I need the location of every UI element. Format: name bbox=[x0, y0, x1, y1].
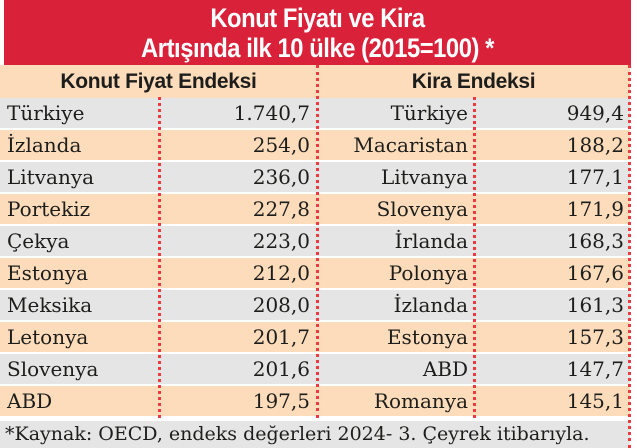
table-row: Portekiz 227,8 Slovenya 171,9 bbox=[0, 194, 630, 224]
price-value: 201,6 bbox=[252, 357, 310, 381]
rent-value: 188,2 bbox=[566, 133, 624, 157]
rent-country: Macaristan bbox=[353, 133, 468, 157]
price-value: 223,0 bbox=[252, 229, 310, 253]
column-header-row: Konut Fiyat Endeksi Kira Endeksi bbox=[0, 65, 630, 98]
title-line-1: Konut Fiyatı ve Kira bbox=[210, 3, 425, 33]
rent-value: 161,3 bbox=[566, 293, 624, 317]
price-value: 227,8 bbox=[252, 197, 310, 221]
rent-value: 177,1 bbox=[566, 165, 624, 189]
table-right-border bbox=[628, 65, 631, 448]
right-table-header: Kira Endeksi bbox=[411, 70, 536, 93]
table-row: İzlanda 254,0 Macaristan 188,2 bbox=[0, 130, 630, 160]
rent-value: 168,3 bbox=[566, 229, 624, 253]
price-value: 236,0 bbox=[252, 165, 310, 189]
table-body: Türkiye 1.740,7 Türkiye 949,4 İzlanda 25… bbox=[0, 98, 630, 418]
rent-value: 171,9 bbox=[566, 197, 624, 221]
table-row: Slovenya 201,6 ABD 147,7 bbox=[0, 354, 630, 384]
title-band: Konut Fiyatı ve Kira Artışında ilk 10 ül… bbox=[4, 0, 631, 65]
price-value: 212,0 bbox=[252, 261, 310, 285]
table-row: Estonya 212,0 Polonya 167,6 bbox=[0, 258, 630, 288]
price-country: İzlanda bbox=[7, 133, 82, 157]
rent-value: 157,3 bbox=[566, 325, 624, 349]
price-value: 254,0 bbox=[252, 133, 310, 157]
table-row: Çekya 223,0 İrlanda 168,3 bbox=[0, 226, 630, 256]
rent-country: Slovenya bbox=[376, 197, 468, 221]
price-country: Portekiz bbox=[7, 197, 91, 221]
rent-value: 949,4 bbox=[566, 101, 624, 125]
price-value: 197,5 bbox=[252, 389, 310, 413]
rent-country: Türkiye bbox=[390, 101, 468, 125]
left-table-header: Konut Fiyat Endeksi bbox=[60, 70, 257, 93]
rent-value: 145,1 bbox=[566, 389, 624, 413]
price-country: Slovenya bbox=[7, 357, 99, 381]
table-row: Türkiye 1.740,7 Türkiye 949,4 bbox=[0, 98, 630, 128]
title-line-2: Artışında ilk 10 ülke (2015=100) * bbox=[141, 33, 494, 63]
rent-country: Romanya bbox=[373, 389, 468, 413]
source-footnote: *Kaynak: OECD, endeks değerleri 2024- 3.… bbox=[0, 421, 630, 448]
infographic-title: Konut Fiyatı ve Kira Artışında ilk 10 ül… bbox=[42, 0, 594, 63]
left-column-divider bbox=[158, 97, 161, 418]
table-middle-divider bbox=[316, 65, 319, 418]
rent-value: 147,7 bbox=[566, 357, 624, 381]
table-row: Litvanya 236,0 Litvanya 177,1 bbox=[0, 162, 630, 192]
price-country: Litvanya bbox=[7, 165, 95, 189]
price-country: Letonya bbox=[7, 325, 89, 349]
price-value: 208,0 bbox=[252, 293, 310, 317]
price-country: Çekya bbox=[7, 229, 70, 253]
rent-country: İzlanda bbox=[393, 293, 468, 317]
rent-country: Polonya bbox=[388, 261, 468, 285]
rent-country: İrlanda bbox=[394, 229, 468, 253]
price-country: Estonya bbox=[7, 261, 89, 285]
price-country: Meksika bbox=[7, 293, 93, 317]
price-value: 201,7 bbox=[252, 325, 310, 349]
rent-country: Estonya bbox=[386, 325, 468, 349]
right-column-divider bbox=[473, 97, 476, 418]
price-country: ABD bbox=[7, 389, 53, 413]
rent-country: ABD bbox=[422, 357, 468, 381]
rent-value: 167,6 bbox=[566, 261, 624, 285]
table-row: Letonya 201,7 Estonya 157,3 bbox=[0, 322, 630, 352]
table-row: Meksika 208,0 İzlanda 161,3 bbox=[0, 290, 630, 320]
table-row: ABD 197,5 Romanya 145,1 bbox=[0, 386, 630, 416]
price-country: Türkiye bbox=[7, 101, 85, 125]
rent-country: Litvanya bbox=[380, 165, 468, 189]
price-value: 1.740,7 bbox=[233, 101, 310, 125]
